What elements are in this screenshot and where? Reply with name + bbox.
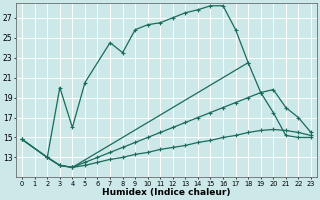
X-axis label: Humidex (Indice chaleur): Humidex (Indice chaleur) <box>102 188 231 197</box>
